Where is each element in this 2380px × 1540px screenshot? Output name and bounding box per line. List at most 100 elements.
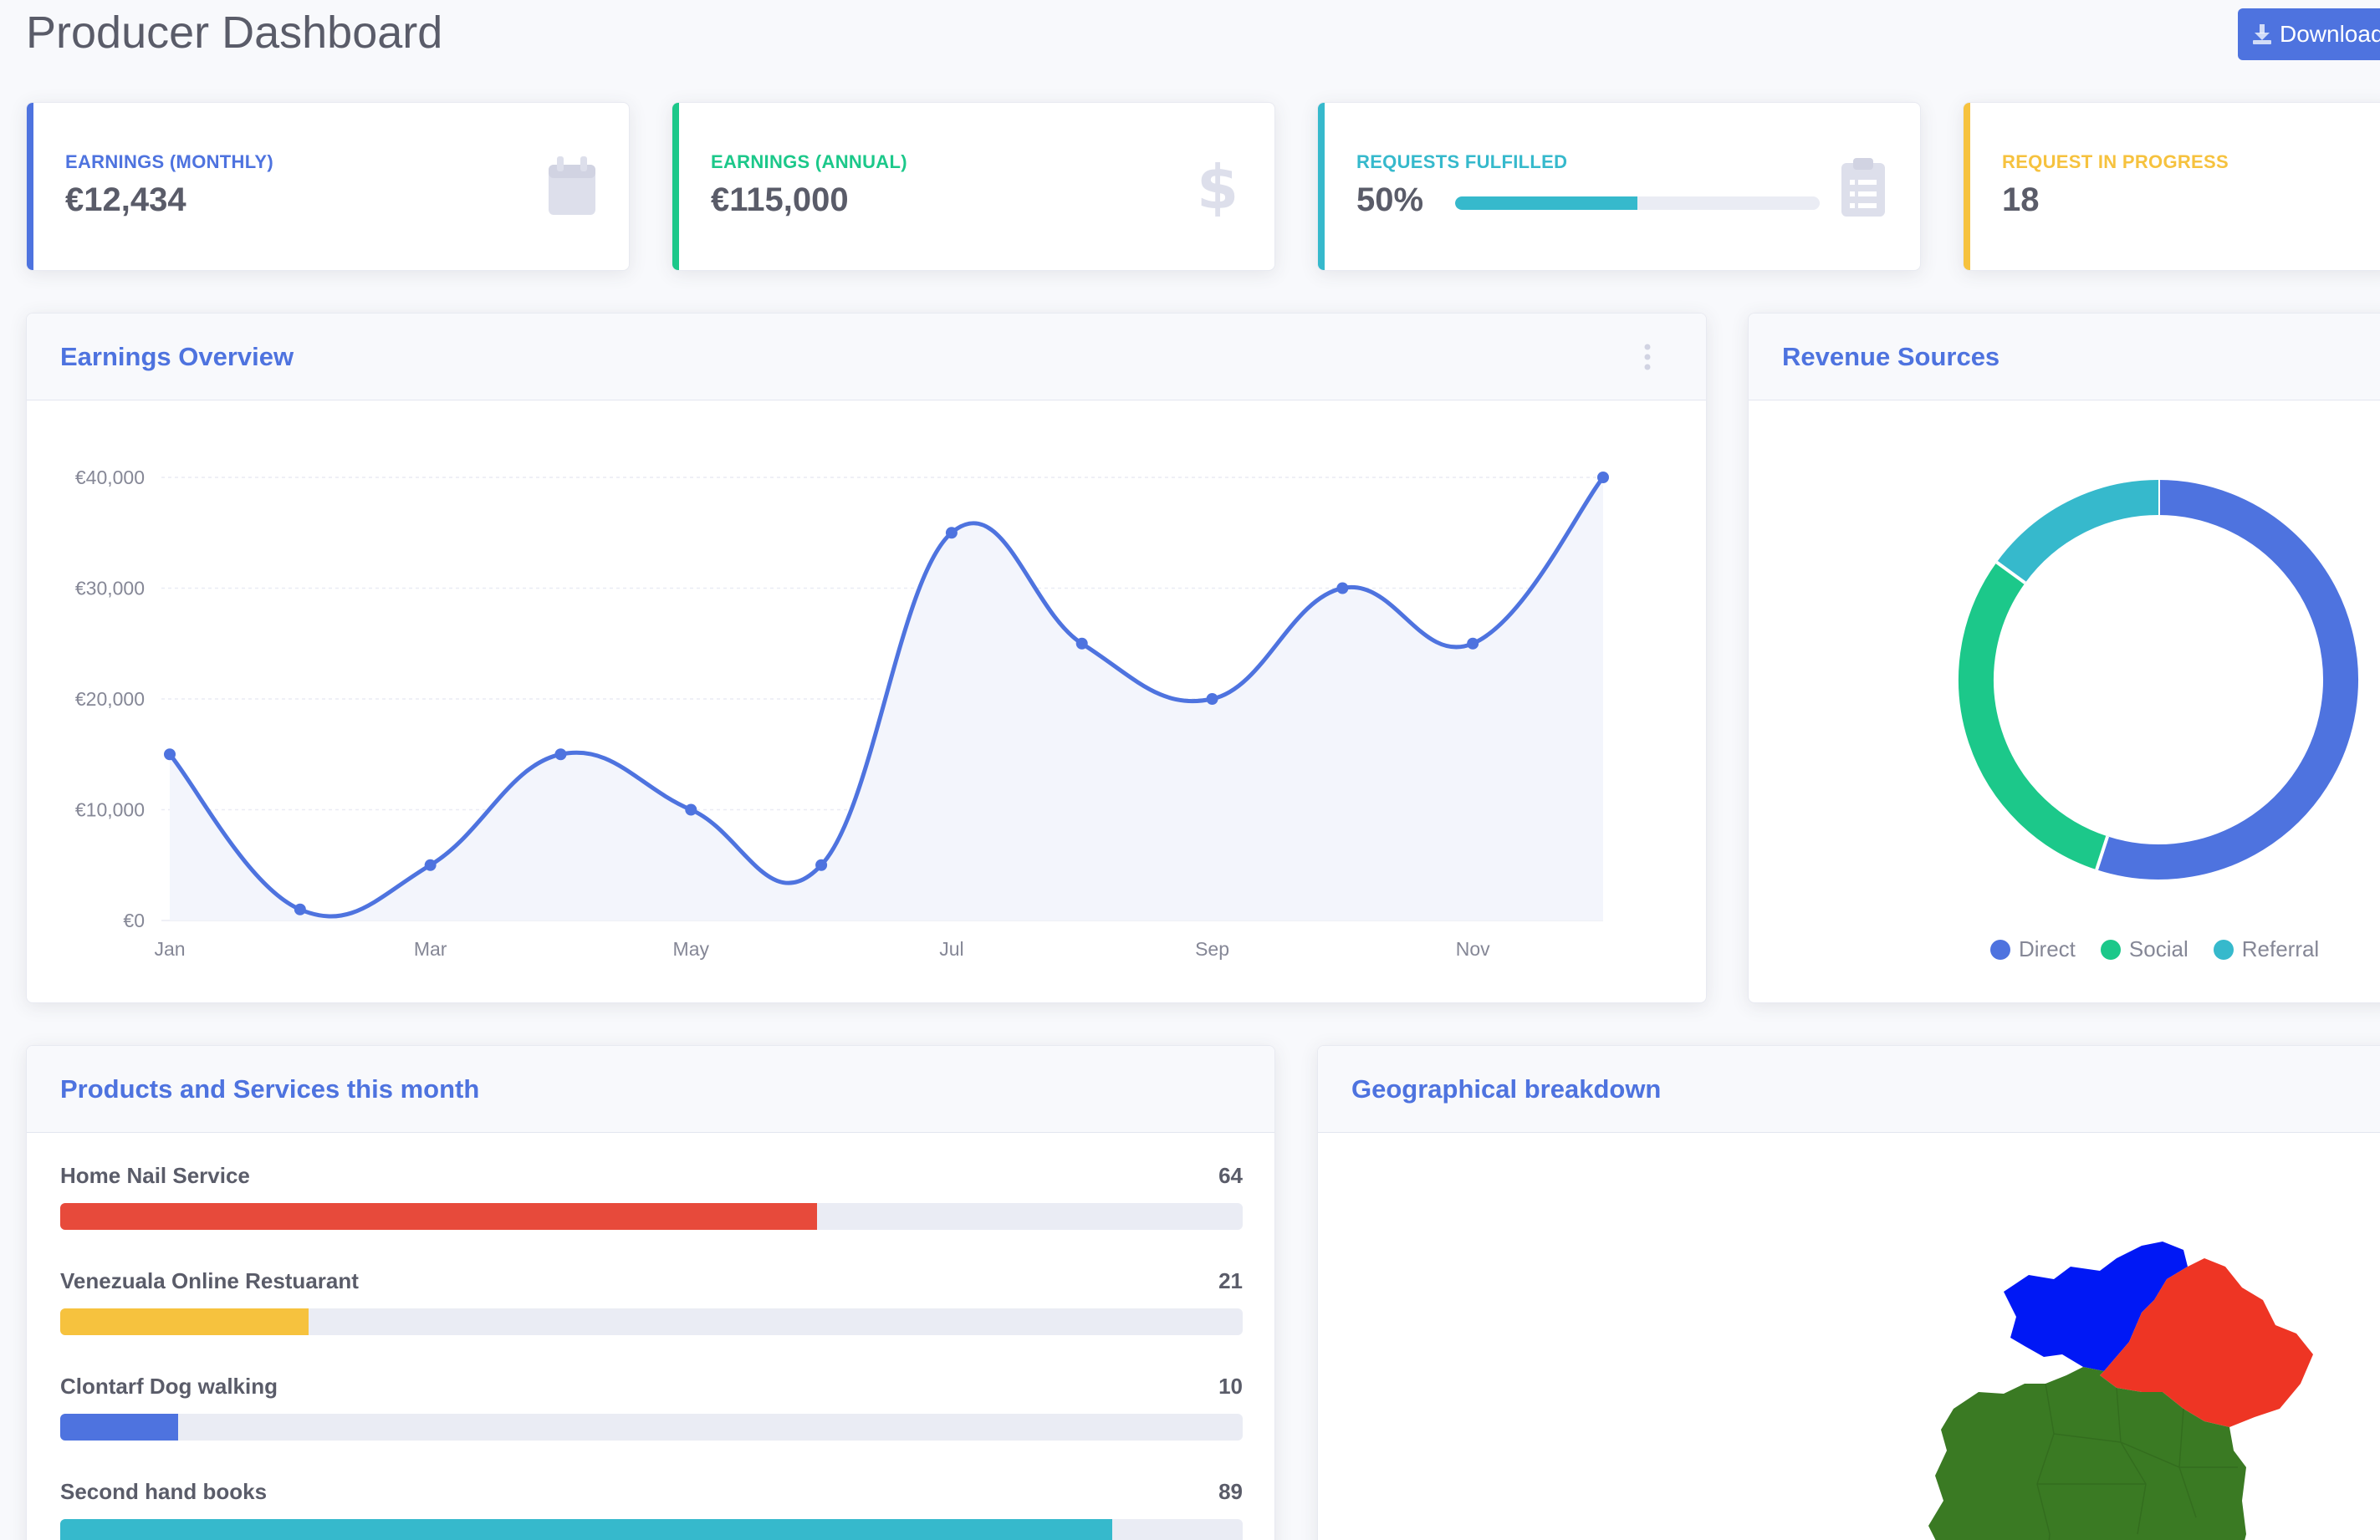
- requests-in-progress-card: REQUEST IN PROGRESS 18: [1963, 102, 2380, 271]
- product-progress-fill: [60, 1203, 817, 1230]
- clipboard-icon: [1841, 158, 1885, 217]
- product-name: Clontarf Dog walking: [60, 1374, 278, 1399]
- donut-slice-direct[interactable]: [2097, 480, 2358, 880]
- legend-item-referral[interactable]: Referral: [2213, 936, 2320, 962]
- legend-label: Direct: [2019, 936, 2076, 961]
- product-progress-fill: [60, 1519, 1113, 1540]
- card-header: Earnings Overview: [27, 314, 1706, 400]
- y-tick-label: €10,000: [75, 799, 145, 821]
- product-value: 64: [1218, 1163, 1243, 1188]
- earnings-line-chart: €0 €10,000 €20,000 €30,000 €40,000 Jan Mar May J…: [75, 467, 1609, 960]
- stat-label: REQUESTS FULFILLED: [1356, 151, 1568, 172]
- products-title: Products and Services this month: [60, 1074, 480, 1104]
- stat-label: EARNINGS (MONTHLY): [65, 151, 274, 172]
- product-progress-bar: [60, 1203, 1243, 1230]
- map-region-midlands[interactable]: [1928, 1367, 2246, 1540]
- donut-slice-referral[interactable]: [1996, 480, 2159, 584]
- geo-map: [1928, 1242, 2313, 1540]
- revenue-legend: Direct Social Referral: [1990, 936, 2319, 962]
- legend-item-social[interactable]: Social: [2100, 936, 2188, 962]
- more-options-icon[interactable]: [1639, 342, 1656, 372]
- product-progress-bar: [60, 1414, 1243, 1441]
- products-card: Products and Services this month Home Na…: [26, 1045, 1275, 1540]
- svg-text:$: $: [1197, 156, 1239, 217]
- legend-swatch: [2213, 939, 2234, 960]
- earnings-data-point[interactable]: [1206, 693, 1218, 705]
- revenue-sources-title: Revenue Sources: [1782, 342, 2000, 371]
- legend-item-direct[interactable]: Direct: [1990, 936, 2076, 962]
- x-tick-label: Jul: [939, 938, 963, 960]
- earnings-overview-title: Earnings Overview: [60, 342, 294, 371]
- legend-label: Social: [2128, 936, 2188, 961]
- product-progress-fill: [60, 1414, 179, 1441]
- y-tick-label: €0: [123, 910, 145, 931]
- map-region-north-west[interactable]: [2004, 1242, 2188, 1371]
- requests-fulfilled-card: REQUESTS FULFILLED 50%: [1317, 102, 1921, 271]
- legend-swatch: [2100, 939, 2121, 960]
- card-header: Products and Services this month: [27, 1046, 1274, 1133]
- donut-separator: [2095, 835, 2110, 870]
- product-name: Venezuala Online Restuarant: [60, 1268, 359, 1293]
- dollar-icon: $: [1197, 156, 1239, 217]
- earnings-overview-card: Earnings Overview €0 €10,000 €20,000 €30,00…: [26, 313, 1707, 1003]
- page-title: Producer Dashboard: [26, 8, 443, 58]
- download-icon: [2253, 24, 2271, 44]
- calendar-icon: [549, 156, 595, 215]
- card-header: Revenue Sources: [1749, 314, 2380, 400]
- x-tick-label: Nov: [1456, 938, 1490, 960]
- y-tick-label: €40,000: [75, 467, 145, 488]
- download-button[interactable]: Download: [2238, 8, 2380, 60]
- earnings-data-point[interactable]: [1597, 472, 1609, 483]
- card-accent-bar: [1318, 103, 1325, 270]
- legend-swatch: [1990, 939, 2010, 960]
- card-accent-bar: [672, 103, 679, 270]
- product-progress-bar: [60, 1308, 1243, 1335]
- map-county-borders: [2036, 1383, 2238, 1540]
- legend-label: Referral: [2241, 936, 2320, 961]
- donut-slice-social[interactable]: [1959, 562, 2108, 870]
- product-progress-bar: [60, 1519, 1243, 1540]
- earnings-data-point[interactable]: [685, 803, 697, 816]
- stat-value: 50%: [1356, 181, 1424, 218]
- earnings-monthly-card: EARNINGS (MONTHLY) €12,434: [26, 102, 630, 271]
- y-tick-label: €20,000: [75, 688, 145, 710]
- earnings-data-point[interactable]: [945, 527, 958, 539]
- revenue-donut-chart: [1959, 480, 2358, 880]
- earnings-data-point[interactable]: [424, 859, 437, 871]
- earnings-data-point[interactable]: [164, 748, 176, 761]
- x-tick-label: Jan: [154, 938, 185, 960]
- product-name: Second hand books: [60, 1479, 268, 1504]
- card-accent-bar: [1964, 103, 1970, 270]
- product-name: Home Nail Service: [60, 1163, 250, 1188]
- stat-value: €115,000: [711, 181, 849, 218]
- x-tick-label: Mar: [414, 938, 447, 960]
- earnings-data-point[interactable]: [1467, 637, 1479, 650]
- earnings-data-point[interactable]: [1075, 637, 1088, 650]
- card-header: Geographical breakdown: [1318, 1046, 2380, 1133]
- earnings-data-point[interactable]: [815, 859, 828, 871]
- card-accent-bar: [27, 103, 33, 270]
- earnings-data-point[interactable]: [554, 748, 567, 761]
- product-value: 89: [1218, 1479, 1243, 1504]
- geo-title: Geographical breakdown: [1351, 1074, 1662, 1104]
- map-region-north-east[interactable]: [2100, 1258, 2313, 1427]
- donut-separator: [1995, 560, 2026, 584]
- stat-value: €12,434: [65, 181, 186, 218]
- download-label: Download: [2280, 21, 2380, 47]
- earnings-annual-card: EARNINGS (ANNUAL) €115,000 $: [672, 102, 1275, 271]
- y-tick-label: €30,000: [75, 578, 145, 599]
- x-tick-label: Sep: [1195, 938, 1229, 960]
- x-tick-label: May: [673, 938, 710, 960]
- geo-card: Geographical breakdown: [1317, 1045, 2380, 1540]
- progress-fill: [1455, 196, 1637, 210]
- stat-value: 18: [2002, 181, 2040, 218]
- earnings-data-point[interactable]: [1336, 582, 1349, 594]
- requests-progress-bar: [1455, 196, 1820, 210]
- product-value: 10: [1218, 1374, 1243, 1399]
- product-value: 21: [1218, 1268, 1243, 1293]
- product-progress-fill: [60, 1308, 309, 1335]
- earnings-data-point[interactable]: [294, 903, 306, 915]
- stat-label: EARNINGS (ANNUAL): [711, 151, 907, 172]
- revenue-sources-card: Revenue Sources: [1748, 313, 2380, 1003]
